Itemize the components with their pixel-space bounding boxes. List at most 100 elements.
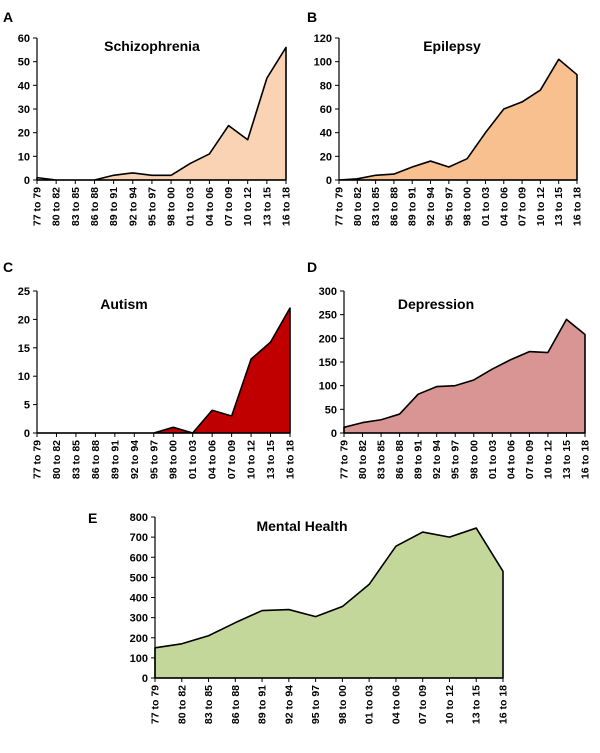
y-tick-label: 20 [320, 151, 332, 163]
x-tick-label: 13 to 15 [265, 440, 277, 479]
x-tick-label: 07 to 09 [417, 685, 429, 724]
x-tick-label: 77 to 79 [32, 440, 44, 479]
y-tick-label: 60 [18, 33, 30, 45]
y-tick-label: 300 [130, 613, 148, 625]
x-tick-label: 86 to 88 [230, 685, 242, 724]
y-tick-label: 20 [18, 314, 30, 326]
y-tick-label: 100 [130, 653, 148, 665]
y-tick-label: 80 [320, 80, 332, 92]
x-tick-label: 98 to 00 [468, 440, 480, 479]
y-tick-label: 0 [24, 428, 30, 440]
x-tick-label: 95 to 97 [443, 187, 455, 226]
x-tick-label: 16 to 18 [285, 440, 297, 479]
chart-title: Epilepsy [423, 38, 481, 54]
x-tick-label: 98 to 00 [168, 440, 180, 479]
x-tick-label: 89 to 91 [257, 685, 269, 724]
y-tick-label: 5 [24, 400, 30, 412]
chart-panel-a: 0 10 20 30 40 50 60 77 to 79 80 to 82 83 to 85 86 … [3, 9, 293, 226]
x-tick-label: 83 to 85 [370, 187, 382, 226]
y-tick-label: 120 [314, 33, 332, 45]
y-tick-label: 600 [130, 552, 148, 564]
series-area [36, 307, 291, 434]
chart-title: Mental Health [256, 518, 347, 534]
x-tick-label: 10 to 12 [444, 685, 456, 724]
y-tick-label: 50 [18, 57, 30, 69]
x-tick-label: 86 to 88 [89, 187, 101, 226]
x-tick-label: 98 to 00 [166, 187, 178, 226]
y-tick-label: 60 [320, 104, 332, 116]
x-tick-label: 01 to 03 [480, 187, 492, 226]
x-tick-label: 80 to 82 [51, 187, 63, 226]
x-tick-label: 04 to 06 [390, 685, 402, 724]
y-tick-label: 40 [320, 128, 332, 140]
chart-panel-d: 0 50 100 150 200 250 300 77 to 79 80 to 82 83 to … [307, 259, 592, 479]
y-tick-label: 0 [24, 175, 30, 187]
x-tick-label: 13 to 15 [561, 440, 573, 479]
chart-title: Depression [398, 296, 474, 312]
x-tick-label: 04 to 06 [204, 187, 216, 226]
x-tick-label: 95 to 97 [310, 685, 322, 724]
x-tick-label: 83 to 85 [70, 187, 82, 226]
x-tick-label: 16 to 18 [281, 187, 293, 226]
x-tick-label: 01 to 03 [487, 440, 499, 479]
x-tick-label: 16 to 18 [498, 685, 510, 724]
panel-letter: C [3, 259, 13, 275]
x-tick-label: 80 to 82 [352, 187, 364, 226]
x-tick-label: 83 to 85 [203, 685, 215, 724]
x-tick-label: 95 to 97 [148, 440, 160, 479]
x-tick-label: 98 to 00 [337, 685, 349, 724]
x-tick-label: 80 to 82 [176, 685, 188, 724]
x-tick-label: 92 to 94 [127, 187, 139, 226]
y-tick-label: 10 [18, 371, 30, 383]
x-tick-label: 89 to 91 [413, 440, 425, 479]
y-tick-label: 20 [18, 128, 30, 140]
y-tick-label: 500 [130, 572, 148, 584]
x-tick-label: 86 to 88 [90, 440, 102, 479]
x-tick-label: 10 to 12 [246, 440, 258, 479]
x-tick-label: 10 to 12 [542, 440, 554, 479]
x-tick-label: 16 to 18 [572, 187, 584, 226]
x-tick-label: 77 to 79 [32, 187, 44, 226]
x-tick-label: 04 to 06 [207, 440, 219, 479]
x-tick-label: 89 to 91 [407, 187, 419, 226]
x-tick-label: 92 to 94 [431, 440, 443, 479]
chart-title: Autism [100, 296, 147, 312]
y-tick-label: 0 [142, 673, 148, 685]
x-tick-label: 07 to 09 [524, 440, 536, 479]
y-tick-label: 100 [314, 57, 332, 69]
x-tick-label: 07 to 09 [517, 187, 529, 226]
chart-title: Schizophrenia [104, 38, 200, 54]
x-tick-label: 10 to 12 [535, 187, 547, 226]
x-tick-label: 80 to 82 [357, 440, 369, 479]
x-tick-label: 77 to 79 [339, 440, 351, 479]
series-area [343, 318, 586, 434]
chart-panel-e: 0 100 200 300 400 500 600 700 800 77 to 79 80 to 8… [88, 510, 510, 724]
y-tick-label: 40 [18, 80, 30, 92]
x-tick-label: 98 to 00 [462, 187, 474, 226]
x-tick-label: 86 to 88 [394, 440, 406, 479]
panel-letter: D [307, 259, 317, 275]
x-tick-label: 95 to 97 [450, 440, 462, 479]
chart-panel-b: 0 20 40 60 80 100 120 77 to 79 80 to 82 83 to 85 8… [307, 9, 584, 226]
y-tick-label: 0 [326, 175, 332, 187]
x-tick-label: 04 to 06 [505, 440, 517, 479]
x-tick-label: 92 to 94 [129, 440, 141, 479]
x-tick-label: 92 to 94 [425, 187, 437, 226]
y-tick-label: 50 [325, 404, 337, 416]
x-tick-label: 13 to 15 [553, 187, 565, 226]
x-tick-label: 13 to 15 [471, 685, 483, 724]
y-tick-label: 400 [130, 593, 148, 605]
y-tick-label: 15 [18, 343, 30, 355]
x-tick-label: 07 to 09 [223, 187, 235, 226]
x-tick-label: 77 to 79 [334, 187, 346, 226]
x-tick-label: 80 to 82 [51, 440, 63, 479]
x-tick-label: 89 to 91 [108, 187, 120, 226]
panel-letter: B [307, 9, 317, 25]
x-tick-label: 83 to 85 [70, 440, 82, 479]
y-tick-label: 100 [319, 381, 337, 393]
x-tick-label: 04 to 06 [498, 187, 510, 226]
y-tick-label: 150 [319, 357, 337, 369]
x-tick-label: 10 to 12 [242, 187, 254, 226]
y-tick-label: 700 [130, 532, 148, 544]
